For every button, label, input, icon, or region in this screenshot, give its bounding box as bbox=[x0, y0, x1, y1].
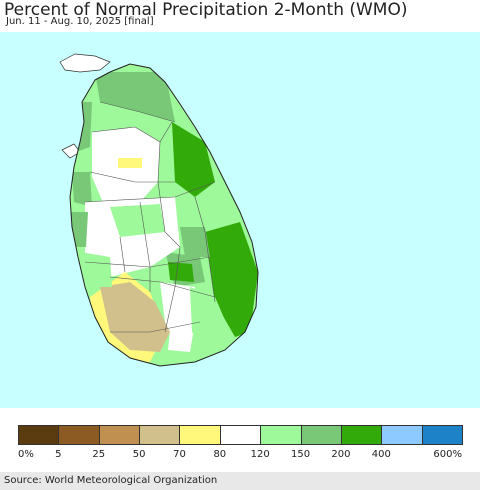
color-legend: 0% 5 25 50 70 80 120 150 200 400 600% bbox=[18, 425, 463, 461]
source-text: Source: World Meteorological Organizatio… bbox=[4, 475, 218, 486]
legend-tick-label: 25 bbox=[92, 449, 106, 460]
legend-swatch bbox=[219, 425, 262, 445]
legend-tick-label: 5 bbox=[55, 449, 62, 460]
legend-tick-label: 0% bbox=[18, 449, 34, 460]
legend-swatch bbox=[381, 425, 423, 445]
legend-swatch bbox=[18, 425, 60, 445]
legend-tick-label: 400 bbox=[371, 449, 391, 460]
legend-tick-label: 80 bbox=[213, 449, 227, 460]
legend-swatch bbox=[139, 425, 181, 445]
legend-swatch bbox=[179, 425, 221, 445]
footer-bar: Source: World Meteorological Organizatio… bbox=[0, 472, 480, 490]
legend-swatch bbox=[98, 425, 141, 445]
jaffna-peninsula bbox=[59, 53, 111, 73]
legend-swatch bbox=[58, 425, 100, 445]
legend-tick-label: 70 bbox=[173, 449, 186, 460]
legend-tick-label: 600% bbox=[433, 449, 462, 460]
legend-tick-label: 50 bbox=[132, 449, 146, 460]
precip-regions bbox=[70, 64, 258, 366]
legend-swatch bbox=[421, 425, 463, 445]
page-subtitle: Jun. 11 - Aug. 10, 2025 [final] bbox=[6, 16, 154, 27]
legend-tick-label: 120 bbox=[250, 449, 270, 460]
legend-tick-label: 150 bbox=[290, 449, 311, 460]
precipitation-map[interactable] bbox=[0, 32, 480, 408]
legend-swatch bbox=[340, 425, 383, 445]
map-svg bbox=[0, 32, 480, 408]
page-title: Percent of Normal Precipitation 2-Month … bbox=[4, 0, 408, 20]
legend-tick-label: 200 bbox=[331, 449, 351, 460]
legend-swatch bbox=[300, 425, 342, 445]
legend-swatch bbox=[260, 425, 302, 445]
